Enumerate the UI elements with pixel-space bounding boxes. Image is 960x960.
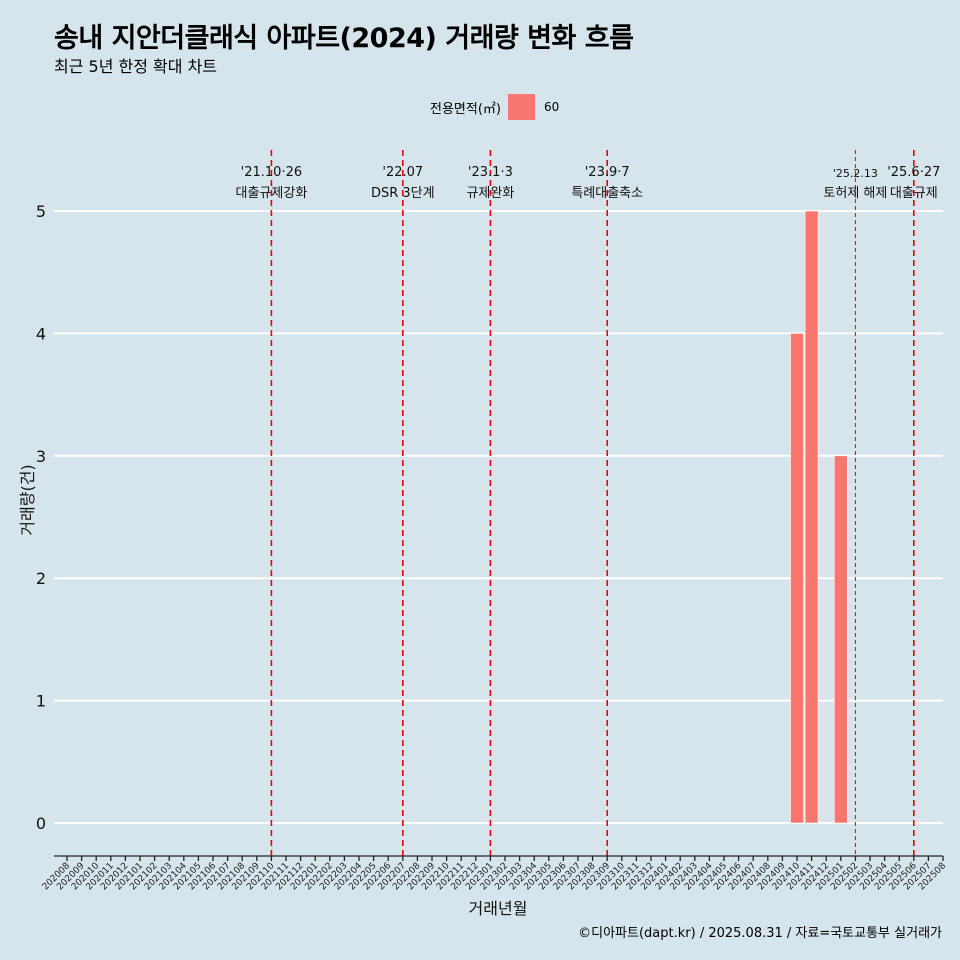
y-tick-label: 4 (36, 324, 46, 343)
chart-title: 송내 지안더클래식 아파트(2024) 거래량 변화 흐름 (54, 23, 634, 54)
event-date: '23.9·7 (585, 165, 630, 180)
source-caption: ©디아파트(dapt.kr) / 2025.08.31 / 자료=국토교통부 실… (578, 926, 942, 941)
event-label: 토허제 해제 (823, 186, 887, 201)
event-label: DSR 3단계 (371, 186, 435, 201)
bar (833, 455, 848, 824)
legend-label-60: 60 (543, 100, 560, 114)
event-date: '25.6·27 (887, 165, 940, 180)
event-label: 대출규제강화 (236, 186, 308, 201)
bar (790, 333, 804, 824)
legend: 전용면적(㎡) 60 (430, 94, 559, 120)
legend-key-60 (507, 94, 535, 120)
event-date: '25.2.13 (833, 167, 878, 180)
x-axis-title: 거래년월 (469, 899, 528, 918)
event-date: '23.1·3 (468, 165, 513, 180)
event-label: 대출규제 (890, 186, 938, 201)
y-axis-title: 거래량(건) (18, 464, 37, 535)
legend-title: 전용면적(㎡) (430, 101, 501, 117)
bar (804, 210, 819, 824)
y-tick-label: 0 (36, 814, 46, 833)
y-tick-label: 5 (36, 202, 46, 221)
y-tick-label: 2 (36, 569, 46, 588)
chart-subtitle: 최근 5년 한정 확대 차트 (54, 57, 218, 76)
y-tick-label: 3 (36, 447, 46, 466)
event-label: 규제완화 (466, 186, 514, 201)
y-tick-label: 1 (36, 692, 46, 711)
event-label: 특례대출축소 (571, 186, 643, 201)
event-date: '21.10·26 (241, 165, 302, 180)
event-date: '22.07 (382, 165, 423, 180)
